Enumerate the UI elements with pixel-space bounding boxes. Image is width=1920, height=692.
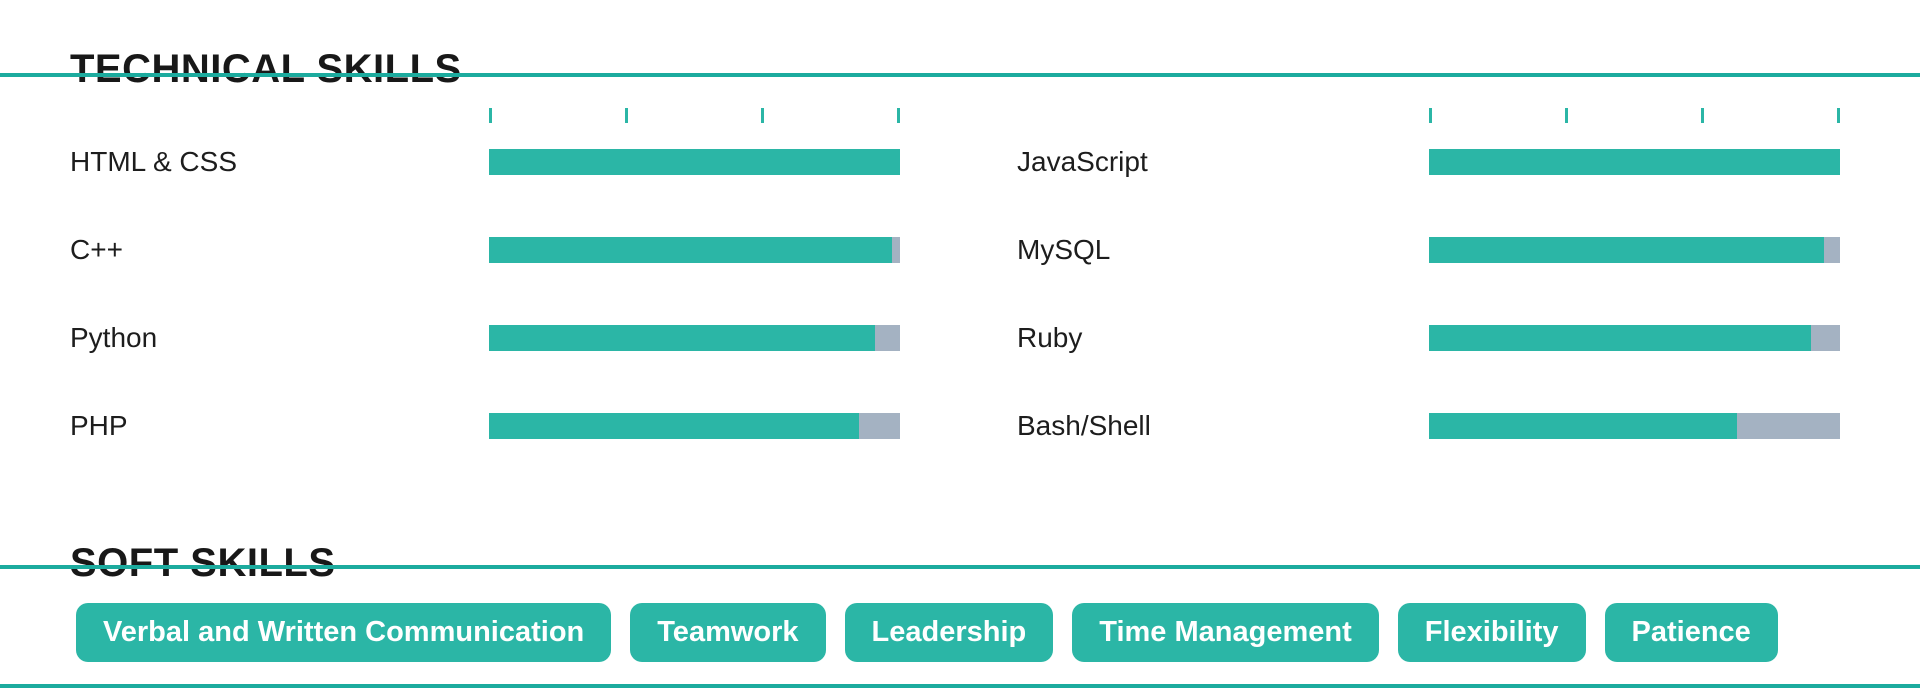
scale-tick bbox=[761, 108, 764, 123]
soft-skill-tag: Time Management bbox=[1072, 603, 1379, 662]
scale-ticks-right bbox=[1429, 108, 1840, 123]
skill-bar-track bbox=[1429, 325, 1840, 351]
soft-skill-tag: Patience bbox=[1604, 603, 1778, 662]
skill-bar-fill bbox=[1429, 325, 1812, 351]
scale-tick bbox=[1565, 108, 1568, 123]
soft-skill-tags: Verbal and Written Communication Teamwor… bbox=[76, 603, 1778, 662]
skill-bar-track bbox=[489, 413, 900, 439]
scale-tick bbox=[1701, 108, 1704, 123]
soft-skills-heading: SOFT SKILLS bbox=[70, 540, 336, 585]
scale-tick bbox=[625, 108, 628, 123]
soft-skill-tag: Leadership bbox=[844, 603, 1054, 662]
skill-bar-fill bbox=[489, 237, 892, 263]
soft-skill-tag: Verbal and Written Communication bbox=[76, 603, 612, 662]
section-divider-rule bbox=[0, 73, 1920, 77]
skill-bar-track bbox=[1429, 413, 1840, 439]
skill-bar-fill bbox=[489, 325, 876, 351]
skill-label: Ruby bbox=[1017, 322, 1083, 353]
skill-bar-fill bbox=[489, 413, 859, 439]
skill-label: C++ bbox=[70, 234, 123, 265]
skill-bar-track bbox=[1429, 149, 1840, 175]
skill-bar-fill bbox=[489, 149, 900, 175]
skill-label: HTML & CSS bbox=[70, 146, 237, 177]
scale-ticks-left bbox=[489, 108, 900, 123]
skill-bar-fill bbox=[1429, 413, 1738, 439]
soft-skill-tag: Flexibility bbox=[1397, 603, 1586, 662]
skill-label: PHP bbox=[70, 410, 128, 441]
scale-tick bbox=[897, 108, 900, 123]
technical-skills-heading: TECHNICAL SKILLS bbox=[70, 46, 462, 91]
skill-label: Python bbox=[70, 322, 158, 353]
skill-label: JavaScript bbox=[1017, 146, 1148, 177]
section-divider-rule bbox=[0, 565, 1920, 569]
skill-label: MySQL bbox=[1017, 234, 1111, 265]
section-divider-rule bbox=[0, 684, 1920, 688]
skill-bar-track bbox=[489, 149, 900, 175]
soft-skill-tag: Teamwork bbox=[630, 603, 826, 662]
skill-label: Bash/Shell bbox=[1017, 410, 1151, 441]
skill-bar-track bbox=[489, 325, 900, 351]
skill-bar-track bbox=[489, 237, 900, 263]
skill-bar-track bbox=[1429, 237, 1840, 263]
scale-tick bbox=[1837, 108, 1840, 123]
skill-bar-fill bbox=[1429, 149, 1840, 175]
scale-tick bbox=[489, 108, 492, 123]
scale-tick bbox=[1429, 108, 1432, 123]
skill-bar-fill bbox=[1429, 237, 1824, 263]
